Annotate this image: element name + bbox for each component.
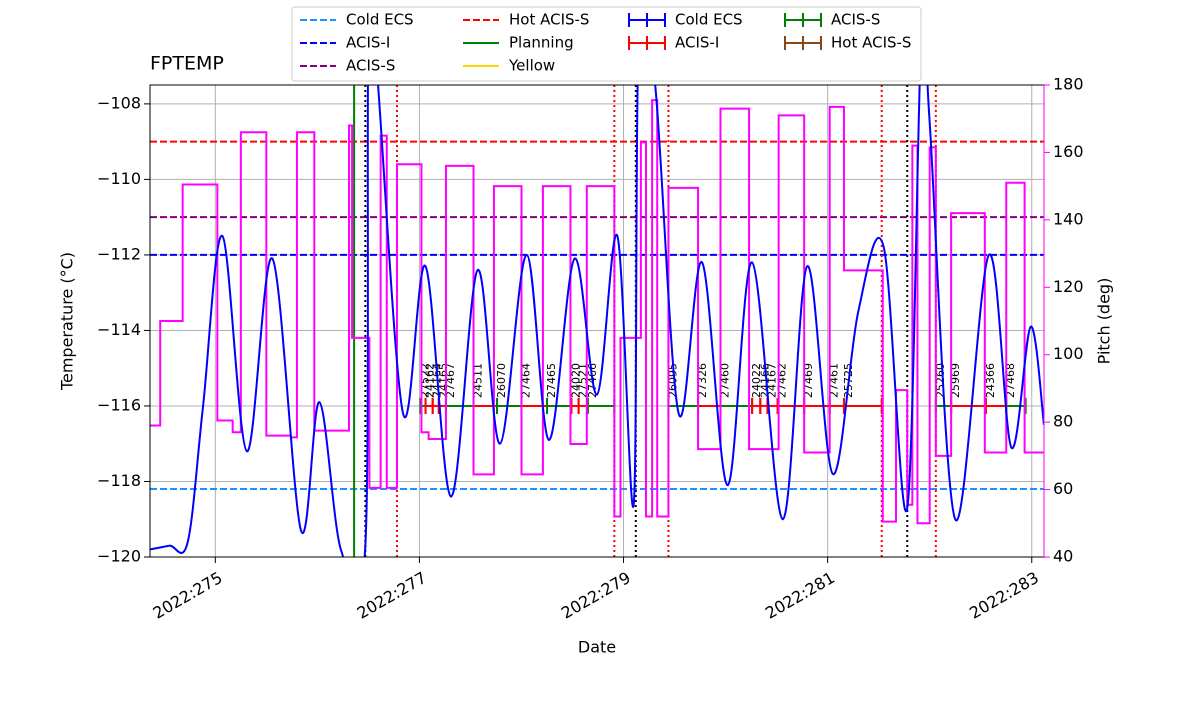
- legend-label: ACIS-S: [831, 11, 880, 29]
- y-tick-label: −116: [97, 395, 141, 414]
- y2-tick-label: 80: [1053, 412, 1073, 431]
- obsid-label: 24511: [472, 363, 485, 398]
- y2-tick-label: 120: [1053, 277, 1084, 296]
- y2-tick-label: 60: [1053, 479, 1073, 498]
- y2-tick-label: 140: [1053, 209, 1084, 228]
- chart-title: FPTEMP: [150, 53, 224, 75]
- legend-label: Planning: [509, 34, 574, 52]
- obsid-label: 27464: [519, 363, 532, 398]
- y2-tick-label: 40: [1053, 547, 1073, 566]
- x-axis-label: Date: [578, 638, 616, 657]
- temperature-line: [150, 85, 1044, 557]
- obsid-label: 27467: [444, 363, 457, 398]
- legend-label: Cold ECS: [675, 11, 743, 29]
- y-tick-label: −118: [97, 471, 141, 490]
- obsid-label: 25969: [949, 363, 962, 398]
- y2-tick-label: 180: [1053, 75, 1084, 94]
- obsid-label: 27326: [696, 363, 709, 398]
- legend-label: Hot ACIS-S: [831, 34, 911, 52]
- y2-tick-label: 100: [1053, 344, 1084, 363]
- obsid-label: 24366: [984, 363, 997, 398]
- y-tick-label: −114: [97, 320, 141, 339]
- obsid-label: 24167: [765, 363, 778, 398]
- obsid-label: 27462: [776, 363, 789, 398]
- obsid-label: 27469: [802, 363, 815, 398]
- legend-box: [291, 6, 922, 82]
- obsid-label: 27461: [828, 363, 841, 398]
- obsid-label: 24162: [424, 363, 437, 398]
- legend-label: Yellow: [508, 57, 555, 75]
- legend: Cold ECS ACIS-I ACIS-S Hot ACIS-S Planning Ye…: [291, 6, 922, 82]
- y2-tick-label: 160: [1053, 142, 1084, 161]
- obsid-label: 27460: [718, 363, 731, 398]
- obsid-label: 27468: [1004, 363, 1017, 398]
- y-axis-label: Temperature (°C): [58, 252, 77, 391]
- pitch-line: [150, 99, 1044, 525]
- legend-label: ACIS-I: [346, 34, 390, 52]
- y-tick-label: −120: [97, 547, 141, 566]
- legend-label: ACIS-S: [346, 57, 395, 75]
- obsid-label: 24022: [750, 363, 763, 398]
- obsid-label: 24020: [569, 363, 582, 398]
- legend-label: Hot ACIS-S: [509, 11, 589, 29]
- legend-label: Cold ECS: [346, 11, 414, 29]
- legend-label: ACIS-I: [675, 34, 719, 52]
- obsid-label: 27465: [545, 363, 558, 398]
- obsid-label: 26070: [495, 363, 508, 398]
- y-tick-label: −110: [97, 169, 141, 188]
- y-tick-label: −112: [97, 244, 141, 263]
- y2-axis-label: Pitch (deg): [1095, 278, 1114, 365]
- y-tick-label: −108: [97, 93, 141, 112]
